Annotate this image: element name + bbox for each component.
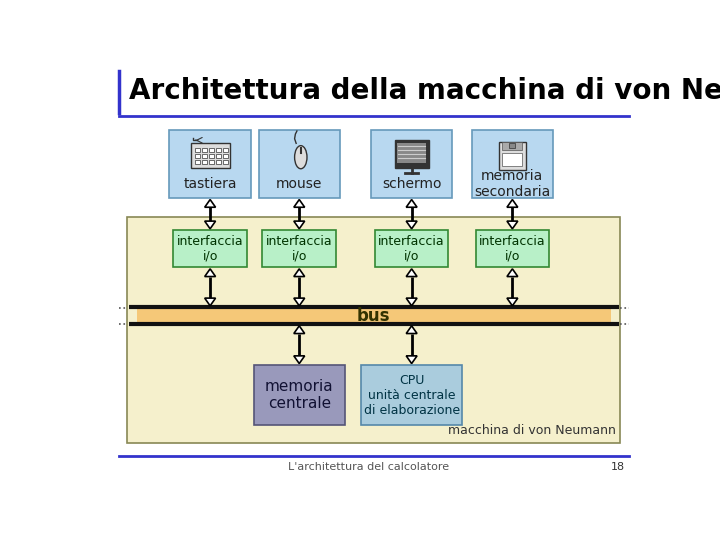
Bar bbox=[371, 130, 452, 198]
Bar bbox=[262, 231, 336, 267]
Bar bbox=[253, 365, 345, 425]
Text: 18: 18 bbox=[611, 462, 625, 472]
Bar bbox=[503, 153, 523, 166]
Text: mouse: mouse bbox=[276, 177, 323, 191]
Polygon shape bbox=[507, 221, 518, 229]
Text: interfaccia
i/o: interfaccia i/o bbox=[479, 235, 546, 263]
Bar bbox=[194, 148, 200, 152]
Polygon shape bbox=[294, 269, 305, 276]
Polygon shape bbox=[204, 221, 215, 229]
Polygon shape bbox=[204, 298, 215, 306]
Bar bbox=[215, 154, 221, 158]
Text: memoria
centrale: memoria centrale bbox=[265, 379, 333, 411]
Bar bbox=[222, 154, 228, 158]
Polygon shape bbox=[507, 269, 518, 276]
Bar bbox=[215, 148, 221, 152]
Bar bbox=[169, 130, 251, 198]
Bar bbox=[137, 307, 611, 325]
Polygon shape bbox=[294, 326, 305, 334]
Bar bbox=[397, 143, 426, 164]
Polygon shape bbox=[507, 298, 518, 306]
Bar bbox=[202, 160, 207, 164]
Bar bbox=[503, 142, 523, 150]
Polygon shape bbox=[204, 269, 215, 276]
Text: schermo: schermo bbox=[382, 177, 441, 191]
Bar bbox=[209, 160, 214, 164]
Text: tastiera: tastiera bbox=[184, 177, 237, 191]
Bar bbox=[191, 143, 230, 168]
Polygon shape bbox=[406, 200, 417, 207]
Polygon shape bbox=[507, 200, 518, 207]
Bar bbox=[215, 160, 221, 164]
Polygon shape bbox=[406, 298, 417, 306]
Text: bus: bus bbox=[357, 307, 390, 325]
Polygon shape bbox=[406, 356, 417, 363]
Bar bbox=[174, 231, 247, 267]
Bar bbox=[361, 365, 462, 425]
Ellipse shape bbox=[294, 146, 307, 169]
Polygon shape bbox=[294, 200, 305, 207]
Bar bbox=[202, 148, 207, 152]
Bar bbox=[258, 130, 340, 198]
Bar bbox=[395, 140, 428, 168]
Polygon shape bbox=[406, 269, 417, 276]
Bar bbox=[472, 130, 553, 198]
Polygon shape bbox=[294, 356, 305, 363]
Polygon shape bbox=[406, 326, 417, 334]
Bar bbox=[202, 154, 207, 158]
Bar bbox=[222, 148, 228, 152]
Polygon shape bbox=[204, 200, 215, 207]
Text: macchina di von Neumann: macchina di von Neumann bbox=[449, 424, 616, 437]
Text: L'architettura del calcolatore: L'architettura del calcolatore bbox=[289, 462, 449, 472]
Text: interfaccia
i/o: interfaccia i/o bbox=[266, 235, 333, 263]
Text: interfaccia
i/o: interfaccia i/o bbox=[378, 235, 445, 263]
Text: Architettura della macchina di von Neumann: Architettura della macchina di von Neuma… bbox=[129, 77, 720, 105]
Bar bbox=[476, 231, 549, 267]
Bar bbox=[375, 231, 449, 267]
Text: interfaccia
i/o: interfaccia i/o bbox=[177, 235, 243, 263]
Text: CPU
unità centrale
di elaborazione: CPU unità centrale di elaborazione bbox=[364, 374, 459, 417]
Polygon shape bbox=[294, 221, 305, 229]
Polygon shape bbox=[294, 298, 305, 306]
Bar bbox=[222, 160, 228, 164]
Bar bbox=[209, 154, 214, 158]
Text: memoria
secondaria: memoria secondaria bbox=[474, 169, 551, 199]
Polygon shape bbox=[406, 221, 417, 229]
Bar bbox=[194, 154, 200, 158]
Bar bbox=[499, 142, 526, 170]
Bar bbox=[127, 217, 620, 443]
Bar bbox=[209, 148, 214, 152]
Bar bbox=[509, 143, 516, 148]
Bar bbox=[194, 160, 200, 164]
